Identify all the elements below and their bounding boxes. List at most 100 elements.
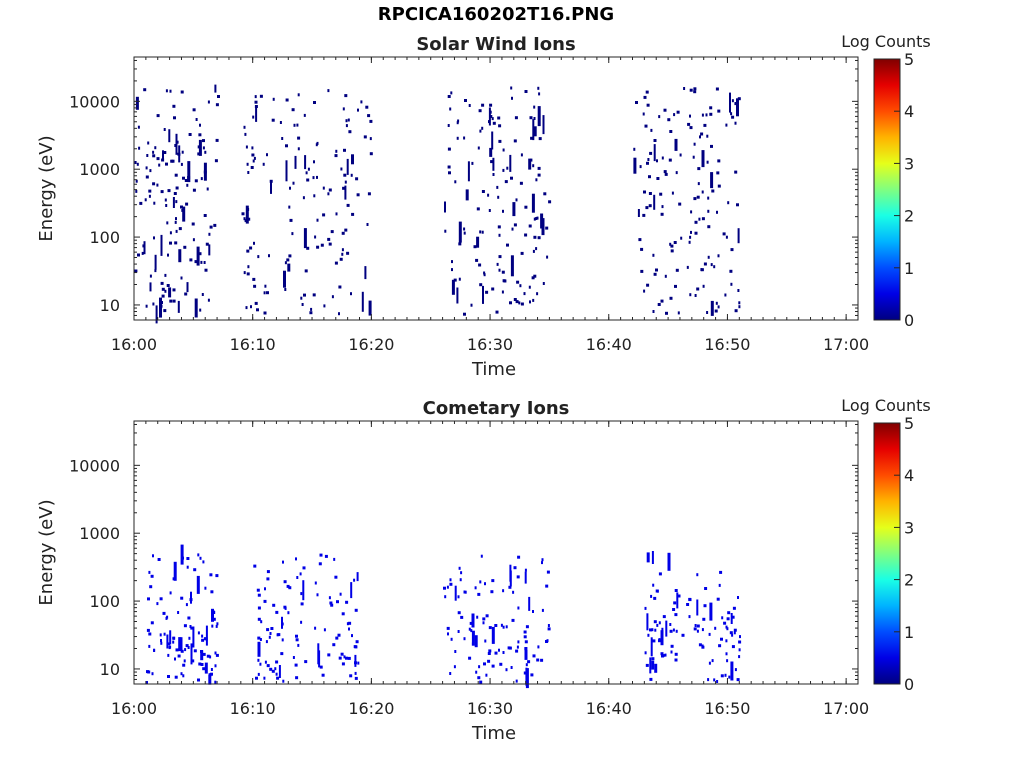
data-cell — [670, 650, 673, 654]
data-cell — [690, 230, 692, 234]
data-cell — [184, 292, 188, 296]
data-cell — [252, 115, 255, 119]
data-cell — [327, 653, 331, 657]
data-cell — [197, 631, 200, 635]
data-cell — [268, 254, 270, 258]
data-cell — [734, 170, 738, 174]
data-cell — [728, 675, 731, 679]
data-cell — [169, 299, 173, 303]
data-cell — [518, 301, 521, 305]
data-cell — [471, 613, 475, 628]
data-cell — [167, 675, 170, 678]
data-cell — [295, 638, 299, 642]
data-cell — [532, 119, 535, 141]
data-cell — [244, 219, 247, 223]
data-cell — [180, 276, 183, 280]
data-cell — [681, 633, 685, 637]
data-cell — [689, 126, 693, 130]
data-cell — [676, 592, 679, 609]
data-cell — [199, 556, 202, 560]
data-cell — [739, 635, 741, 639]
data-cell — [172, 640, 175, 644]
data-cell — [338, 312, 340, 316]
data-cell — [498, 255, 502, 259]
data-cell — [661, 156, 664, 160]
data-cell — [494, 624, 498, 627]
data-cell — [535, 247, 538, 251]
data-cell — [449, 672, 452, 675]
data-cell — [633, 157, 637, 174]
data-cell — [495, 310, 499, 314]
data-cell — [269, 632, 272, 635]
data-cell — [153, 236, 155, 240]
data-cell — [286, 584, 290, 588]
data-cell — [175, 648, 179, 652]
data-cell — [693, 627, 697, 631]
data-cell — [214, 159, 218, 163]
data-cell — [481, 126, 484, 130]
data-cell — [366, 223, 369, 226]
data-cell — [208, 674, 212, 685]
data-cell — [501, 290, 504, 294]
data-cell — [178, 637, 182, 652]
data-cell — [725, 652, 728, 656]
data-cell — [339, 257, 343, 261]
data-cell — [327, 89, 330, 93]
data-cell — [314, 235, 317, 239]
data-cell — [246, 272, 250, 276]
data-cell — [277, 633, 281, 637]
data-cell — [475, 670, 478, 674]
data-cell — [137, 253, 140, 257]
data-cell — [645, 206, 649, 210]
data-cell — [663, 170, 667, 174]
data-cell — [734, 121, 737, 125]
data-cell — [649, 677, 653, 681]
data-cell — [283, 580, 287, 584]
data-cell — [348, 627, 350, 631]
data-cell — [653, 194, 656, 210]
data-cell — [249, 246, 253, 250]
x-axis-label: Time — [471, 723, 516, 744]
data-cell — [515, 679, 518, 683]
data-cell — [731, 99, 734, 103]
data-cell — [699, 135, 701, 139]
data-cell — [709, 602, 713, 621]
data-cell — [456, 136, 459, 140]
data-cell — [453, 278, 457, 282]
data-cell — [717, 305, 720, 309]
data-cell — [180, 596, 184, 600]
data-cell — [489, 103, 493, 107]
data-cell — [674, 658, 678, 662]
data-cell — [715, 87, 719, 91]
data-cell — [354, 645, 358, 649]
colorbar: Log Counts 0 1 2 3 4 5 — [841, 396, 931, 694]
data-cell — [478, 263, 482, 267]
data-cell — [285, 160, 288, 182]
data-cell — [253, 564, 257, 568]
data-cell — [458, 221, 462, 243]
data-cell — [653, 272, 657, 276]
data-cell — [464, 99, 467, 102]
data-cell — [730, 112, 733, 116]
data-cell — [282, 560, 284, 564]
data-cell — [257, 593, 261, 597]
data-cell — [644, 651, 647, 655]
data-cell — [660, 652, 664, 656]
data-cell — [503, 279, 507, 283]
data-cell — [502, 168, 505, 172]
data-cell — [149, 274, 152, 278]
data-cell — [524, 90, 528, 93]
data-cell — [190, 626, 194, 630]
data-cell — [717, 159, 721, 163]
data-cell — [348, 621, 352, 625]
data-cell — [287, 263, 291, 272]
data-cell — [490, 590, 494, 594]
data-cell — [313, 160, 315, 164]
data-cells — [134, 84, 741, 324]
data-cell — [470, 303, 473, 307]
data-cell — [637, 209, 640, 217]
data-cell — [153, 649, 156, 652]
data-cell — [161, 287, 165, 291]
data-cell — [322, 186, 325, 190]
data-cell — [266, 153, 268, 157]
